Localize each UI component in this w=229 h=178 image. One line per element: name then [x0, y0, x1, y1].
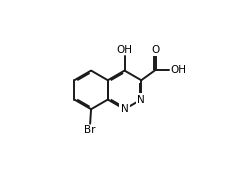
Text: N: N	[120, 104, 128, 114]
Text: O: O	[150, 45, 159, 55]
Text: Br: Br	[84, 125, 95, 135]
Text: OH: OH	[116, 45, 132, 55]
Text: N: N	[137, 95, 144, 104]
Text: OH: OH	[170, 65, 185, 75]
